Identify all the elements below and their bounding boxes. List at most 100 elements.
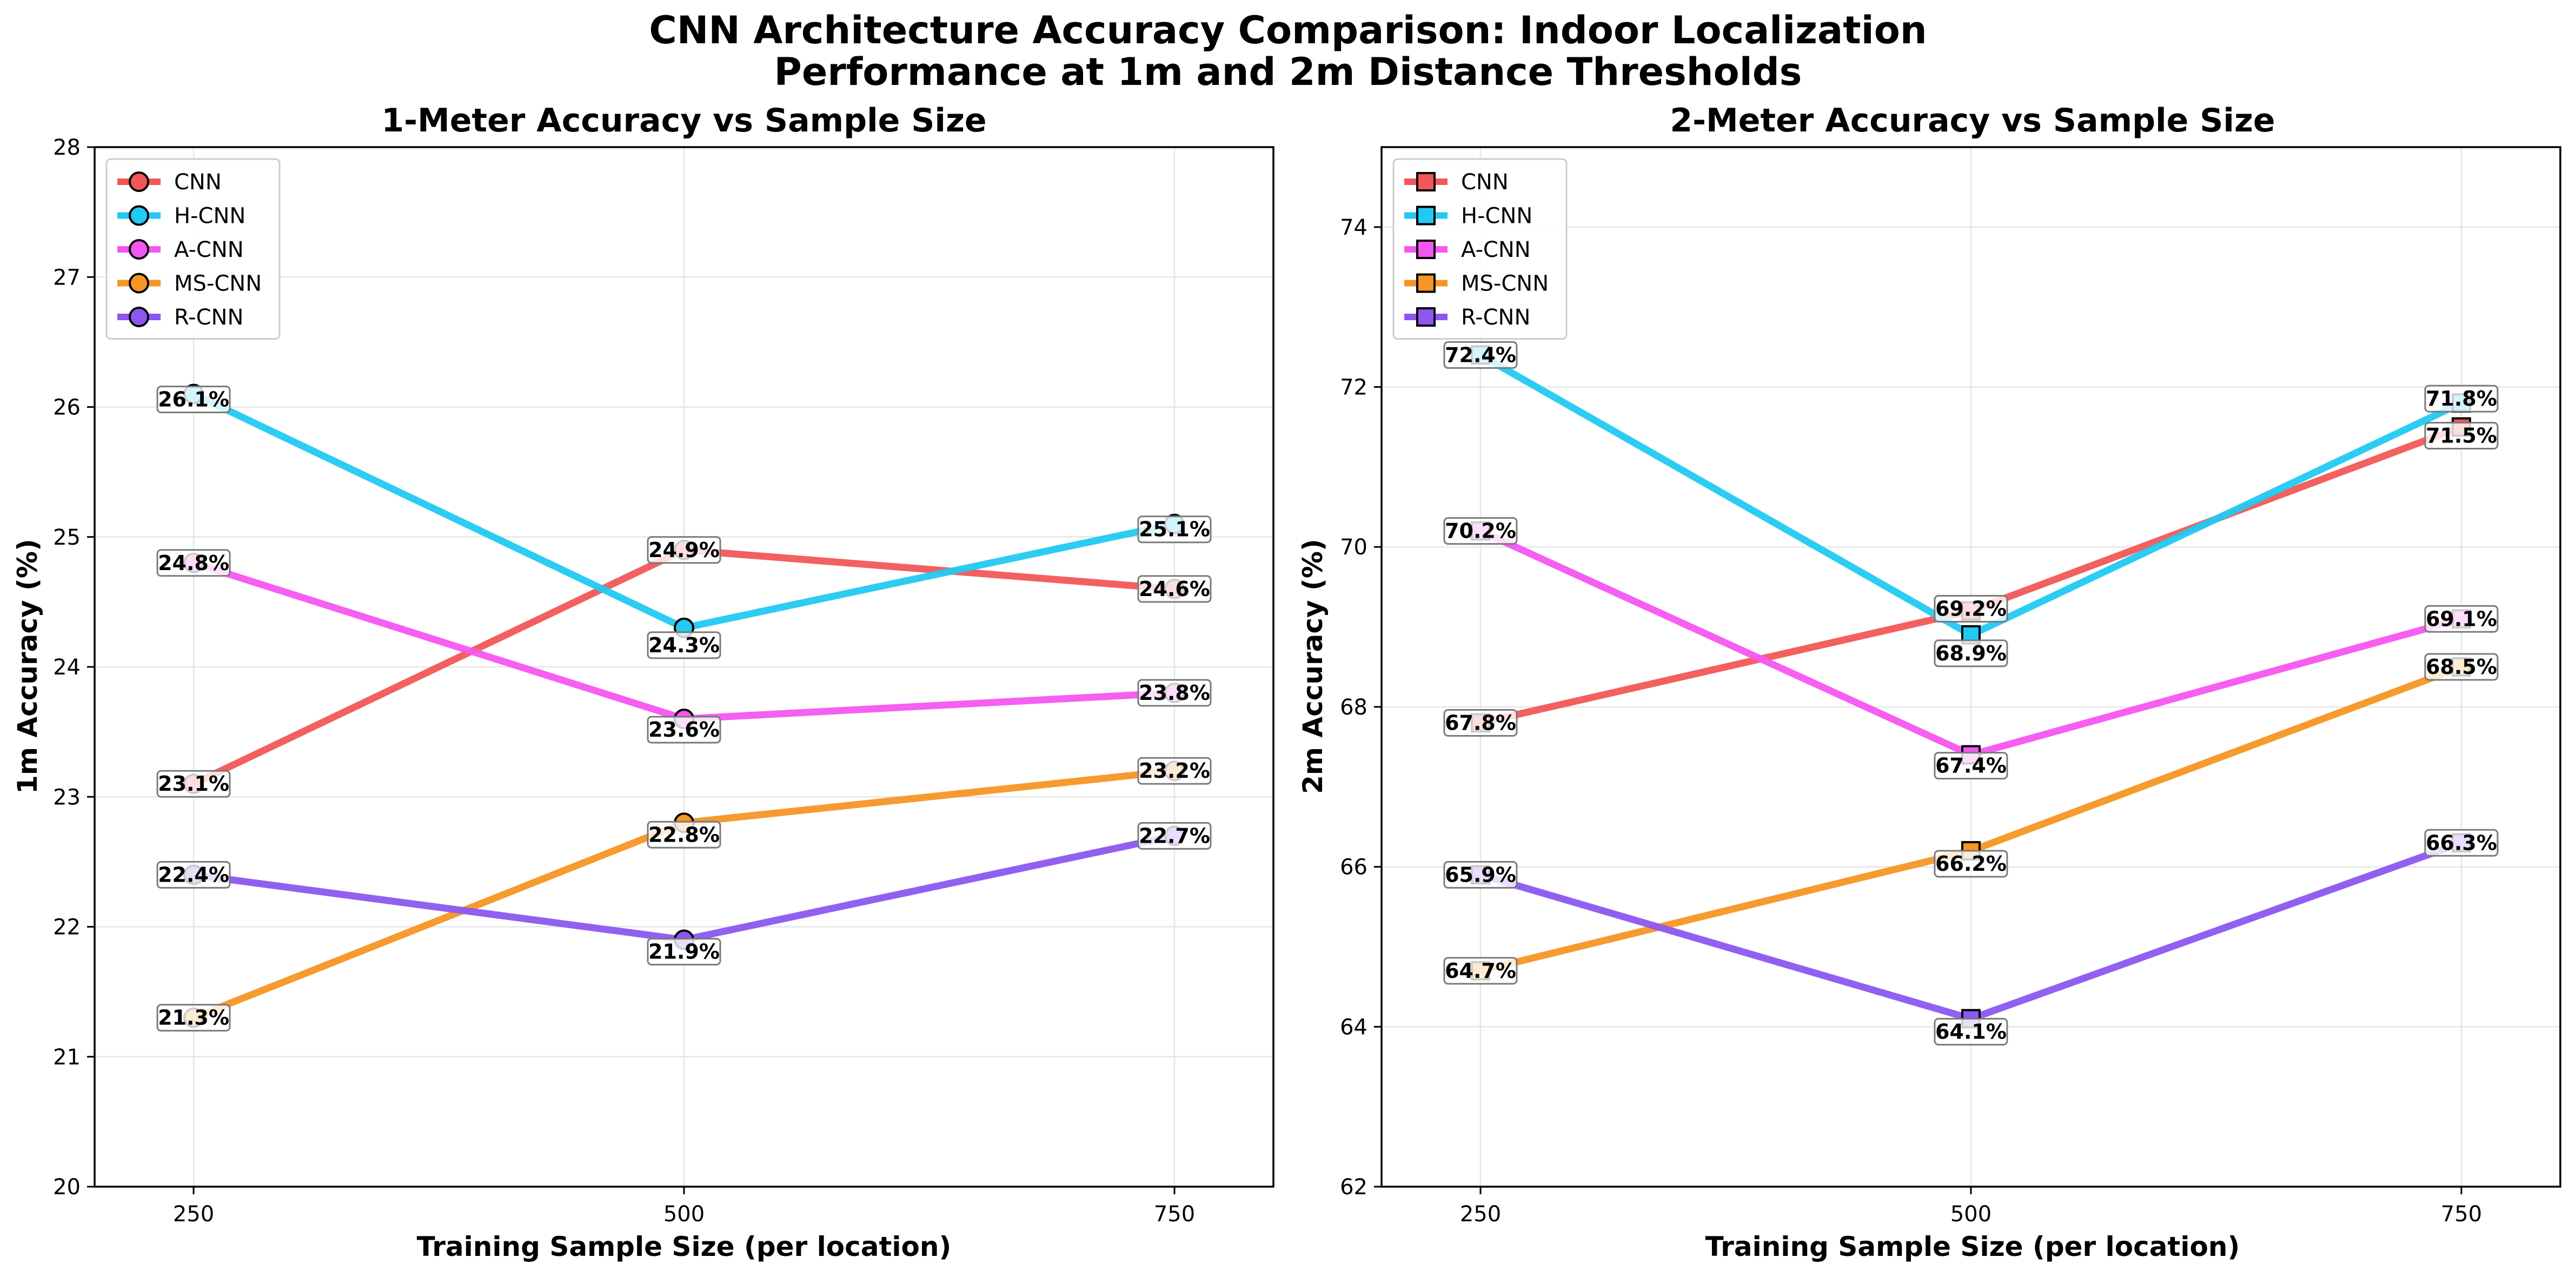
chart-2m-label-box bbox=[1934, 850, 2008, 878]
chart-2m-legend-item-a-cnn: A-CNN bbox=[1404, 237, 1531, 262]
chart-2m-xtick-label: 500 bbox=[1950, 1202, 1991, 1227]
chart-2m-data-label: 67.4% bbox=[1935, 754, 2007, 778]
chart-1m-legend-label: CNN bbox=[174, 170, 222, 195]
chart-1m-label-box bbox=[647, 938, 721, 966]
chart-1m-legend-item-h-cnn: H-CNN bbox=[117, 204, 245, 229]
chart-1m-data-label: 22.8% bbox=[648, 823, 720, 846]
chart-1m-data-label: 23.8% bbox=[1139, 681, 1210, 705]
chart-2m-ytick-label: 68 bbox=[1340, 695, 1367, 720]
chart-1m-ytick-label: 24 bbox=[53, 655, 81, 680]
chart-2m-data-label: 71.8% bbox=[2426, 387, 2497, 411]
figure-title-line1: CNN Architecture Accuracy Comparison: In… bbox=[649, 8, 1927, 52]
chart-2m-data-label: 68.5% bbox=[2426, 655, 2497, 679]
chart-2m-label-box bbox=[2424, 421, 2499, 449]
chart-2m-legend-label: MS-CNN bbox=[1461, 272, 1549, 296]
chart-2m-legend-marker bbox=[1416, 172, 1436, 191]
chart-2m-label-box bbox=[2424, 605, 2499, 633]
chart-1m-data-label: 22.7% bbox=[1139, 824, 1210, 848]
chart-2m-ytick-label: 62 bbox=[1340, 1175, 1367, 1200]
chart-2m-data-label: 64.7% bbox=[1445, 959, 1516, 983]
chart-1m-ylabel: 1m Accuracy (%) bbox=[12, 539, 43, 794]
chart-2m-label-box bbox=[1934, 639, 2008, 667]
chart-1m-legend-marker bbox=[129, 205, 149, 226]
chart-2m-label-box bbox=[1443, 957, 1518, 985]
chart-2m-label-box bbox=[1934, 752, 2008, 780]
chart-1m-legend-item-r-cnn: R-CNN bbox=[117, 305, 243, 330]
chart-1m-ytick-label: 25 bbox=[53, 525, 81, 550]
chart-2m-xtick-label: 750 bbox=[2441, 1202, 2482, 1227]
chart-2m-legend-item-h-cnn: H-CNN bbox=[1404, 204, 1532, 229]
chart-1m-data-label: 26.1% bbox=[158, 387, 229, 411]
chart-1m-label-box bbox=[1137, 757, 1212, 785]
chart-2m-data-label: 64.1% bbox=[1935, 1020, 2007, 1044]
chart-2m-data-label: 67.8% bbox=[1445, 711, 1516, 735]
chart-2m-accuracy: 2-Meter Accuracy vs Sample Size Training… bbox=[1297, 102, 2561, 1262]
chart-1m-data-label: 24.6% bbox=[1139, 577, 1210, 601]
chart-2m-legend-item-r-cnn: R-CNN bbox=[1404, 305, 1530, 330]
chart-2m-legend-box bbox=[1392, 158, 1568, 340]
chart-1m-ytick-label: 21 bbox=[53, 1045, 81, 1070]
chart-2m-xtick-label: 250 bbox=[1460, 1202, 1501, 1227]
chart-1m-label-box bbox=[156, 1004, 231, 1032]
chart-2m-legend-marker bbox=[1416, 273, 1436, 293]
chart-2m-legend-item-ms-cnn: MS-CNN bbox=[1404, 272, 1549, 296]
chart-1m-legend-marker bbox=[129, 307, 149, 327]
chart-2m-legend-marker bbox=[1416, 240, 1436, 259]
chart-1m-legend-marker bbox=[129, 171, 149, 192]
chart-2m-legend-marker bbox=[1416, 206, 1436, 226]
chart-1m-plot-frame bbox=[94, 146, 1274, 1188]
chart-2m-data-label: 70.2% bbox=[1445, 519, 1516, 543]
chart-1m-legend-marker bbox=[129, 239, 149, 260]
chart-1m-label-box bbox=[156, 861, 231, 889]
chart-1m-label-box bbox=[647, 631, 721, 659]
chart-1m-label-box bbox=[1137, 515, 1212, 544]
chart-2m-label-box bbox=[1443, 709, 1518, 737]
chart-2m-ytick-label: 70 bbox=[1340, 535, 1367, 560]
chart-1m-title: 1-Meter Accuracy vs Sample Size bbox=[381, 102, 986, 140]
chart-1m-data-label: 21.3% bbox=[158, 1006, 229, 1030]
chart-1m-data-label: 23.6% bbox=[648, 718, 720, 742]
chart-2m-ytick-label: 72 bbox=[1340, 375, 1367, 400]
figure-title-line2: Performance at 1m and 2m Distance Thresh… bbox=[774, 50, 1802, 94]
chart-1m-xlabel: Training Sample Size (per location) bbox=[417, 1231, 952, 1262]
chart-2m-ytick-label: 64 bbox=[1340, 1015, 1367, 1040]
chart-1m-label-box bbox=[156, 549, 231, 577]
chart-1m-legend-item-ms-cnn: MS-CNN bbox=[117, 272, 262, 296]
chart-2m-title: 2-Meter Accuracy vs Sample Size bbox=[1670, 102, 2275, 140]
chart-1m-legend-box bbox=[105, 158, 281, 340]
chart-2m-legend-marker bbox=[1416, 307, 1436, 327]
chart-2m-label-box bbox=[1443, 341, 1518, 369]
chart-1m-legend-label: H-CNN bbox=[174, 204, 245, 229]
chart-2m-label-box bbox=[1934, 1018, 2008, 1046]
chart-1m-data-label: 22.4% bbox=[158, 863, 229, 886]
chart-2m-label-box bbox=[1443, 517, 1518, 545]
chart-2m-data-label: 65.9% bbox=[1445, 863, 1516, 886]
chart-1m-legend-item-a-cnn: A-CNN bbox=[117, 237, 244, 262]
chart-2m-data-label: 68.9% bbox=[1935, 641, 2007, 665]
chart-1m-data-label: 25.1% bbox=[1139, 518, 1210, 541]
chart-1m-label-box bbox=[156, 385, 231, 413]
chart-1m-ytick-label: 23 bbox=[53, 785, 81, 810]
chart-2m-ytick-label: 66 bbox=[1340, 855, 1367, 880]
chart-2m-data-label: 69.1% bbox=[2426, 607, 2497, 631]
chart-2m-legend: CNN H-CNN A-CNN MS-CNN R-CNN bbox=[1392, 158, 1568, 340]
chart-2m-data-label: 66.3% bbox=[2426, 831, 2497, 855]
chart-2m-label-box bbox=[2424, 385, 2499, 413]
chart-2m-label-box bbox=[1443, 861, 1518, 889]
chart-1m-label-box bbox=[1137, 575, 1212, 603]
chart-1m-ytick-label: 26 bbox=[53, 395, 81, 420]
chart-1m-xtick-label: 750 bbox=[1154, 1202, 1195, 1227]
chart-2m-legend-label: A-CNN bbox=[1461, 237, 1531, 262]
chart-2m-data-label: 71.5% bbox=[2426, 424, 2497, 447]
chart-1m-xtick-label: 500 bbox=[663, 1202, 705, 1227]
chart-1m-data-label: 24.3% bbox=[648, 633, 720, 657]
chart-1m-ytick-label: 28 bbox=[53, 135, 81, 160]
chart-1m-data-label: 23.1% bbox=[158, 772, 229, 796]
chart-1m-data-labels: 23.1% 24.9% 24.6% 26.1% 24.3% 25.1% 24.8% 23.6%… bbox=[156, 385, 1212, 1032]
chart-1m-legend-item-cnn: CNN bbox=[117, 170, 222, 195]
chart-1m-legend-label: MS-CNN bbox=[174, 272, 262, 296]
chart-1m-label-box bbox=[647, 716, 721, 744]
chart-2m-legend-item-cnn: CNN bbox=[1404, 170, 1509, 195]
chart-1m-legend-label: R-CNN bbox=[174, 305, 243, 330]
